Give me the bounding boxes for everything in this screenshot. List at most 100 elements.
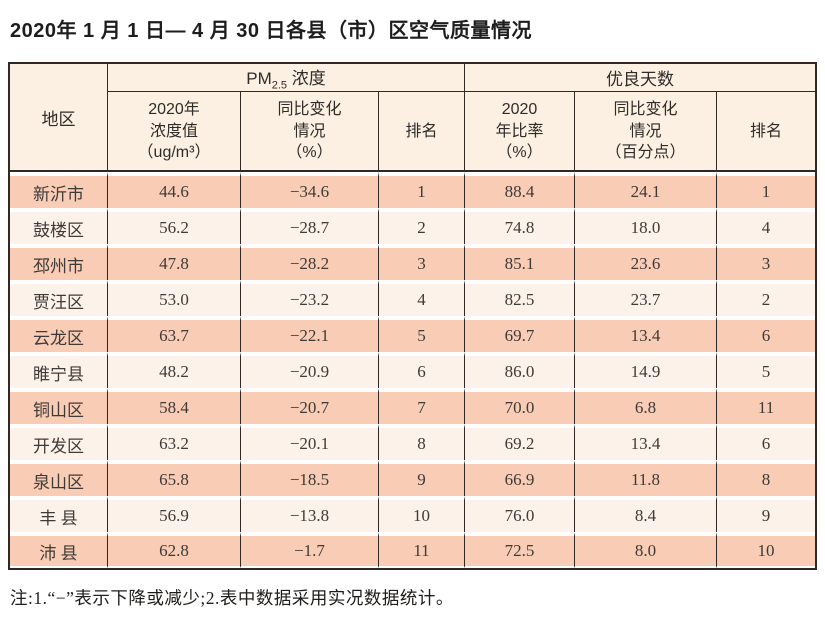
cell-pm-change: −13.8 xyxy=(241,496,379,533)
table-row: 泉山区 65.8 −18.5 9 66.9 11.8 8 xyxy=(10,460,816,497)
cell-good-change: 23.7 xyxy=(575,280,717,317)
col-header-good-rate: 2020 年比率 （%） xyxy=(465,92,575,173)
group-header-row: 地区 PM2.5 浓度 优良天数 xyxy=(10,64,816,173)
cell-good-rank: 8 xyxy=(717,460,816,497)
cell-good-change: 6.8 xyxy=(575,388,717,425)
cell-pm-value: 56.2 xyxy=(108,208,241,245)
col-header-good-rank: 排名 xyxy=(717,92,816,173)
cell-region: 丰 县 xyxy=(10,496,108,533)
cell-pm-value: 44.6 xyxy=(108,172,241,209)
cell-good-rate: 69.2 xyxy=(465,424,575,461)
cell-good-change: 13.4 xyxy=(575,424,717,461)
cell-pm-rank: 5 xyxy=(379,316,465,353)
cell-good-change: 24.1 xyxy=(575,172,717,209)
cell-pm-rank: 7 xyxy=(379,388,465,425)
col-header-pm-value: 2020年 浓度值 （ug/m³） xyxy=(108,92,241,173)
cell-region: 新沂市 xyxy=(10,172,108,209)
cell-good-rank: 4 xyxy=(717,208,816,245)
cell-pm-value: 56.9 xyxy=(108,496,241,533)
col-group-pm25: PM2.5 浓度 xyxy=(108,64,465,93)
cell-pm-rank: 11 xyxy=(379,532,465,569)
cell-pm-change: −23.2 xyxy=(241,280,379,317)
cell-pm-rank: 2 xyxy=(379,208,465,245)
cell-good-rank: 6 xyxy=(717,424,816,461)
cell-good-rank: 11 xyxy=(717,388,816,425)
col-header-pm-rank: 排名 xyxy=(379,92,465,173)
cell-good-rate: 72.5 xyxy=(465,532,575,569)
cell-pm-change: −20.7 xyxy=(241,388,379,425)
air-quality-table: 地区 PM2.5 浓度 优良天数 2020年 浓度值 （ug/m³） 同比变化 … xyxy=(8,62,818,571)
cell-pm-change: −1.7 xyxy=(241,532,379,569)
cell-pm-change: −34.6 xyxy=(241,172,379,209)
col-group-good-days: 优良天数 xyxy=(465,64,816,93)
cell-good-rank: 2 xyxy=(717,280,816,317)
cell-good-rank: 6 xyxy=(717,316,816,353)
cell-pm-change: −20.9 xyxy=(241,352,379,389)
cell-good-rank: 3 xyxy=(717,244,816,281)
cell-pm-value: 47.8 xyxy=(108,244,241,281)
page-title: 2020年 1 月 1 日— 4 月 30 日各县（市）区空气质量情况 xyxy=(10,20,533,42)
cell-region: 鼓楼区 xyxy=(10,208,108,245)
cell-good-rank: 10 xyxy=(717,532,816,569)
cell-good-change: 11.8 xyxy=(575,460,717,497)
cell-good-rate: 66.9 xyxy=(465,460,575,497)
cell-pm-value: 63.7 xyxy=(108,316,241,353)
cell-region: 贾汪区 xyxy=(10,280,108,317)
pm25-label-suffix: 浓度 xyxy=(287,69,326,88)
cell-region: 开发区 xyxy=(10,424,108,461)
table-header: 地区 PM2.5 浓度 优良天数 2020年 浓度值 （ug/m³） 同比变化 … xyxy=(10,64,816,173)
table-row: 开发区 63.2 −20.1 8 69.2 13.4 6 xyxy=(10,424,816,461)
cell-pm-value: 65.8 xyxy=(108,460,241,497)
table-row: 鼓楼区 56.2 −28.7 2 74.8 18.0 4 xyxy=(10,208,816,245)
cell-pm-rank: 3 xyxy=(379,244,465,281)
cell-pm-value: 58.4 xyxy=(108,388,241,425)
cell-pm-change: −22.1 xyxy=(241,316,379,353)
table-body: 新沂市 44.6 −34.6 1 88.4 24.1 1 鼓楼区 56.2 −28.7 2 74.8 1… xyxy=(10,172,816,569)
cell-pm-change: −18.5 xyxy=(241,460,379,497)
cell-pm-change: −28.7 xyxy=(241,208,379,245)
cell-pm-value: 53.0 xyxy=(108,280,241,317)
cell-good-rate: 70.0 xyxy=(465,388,575,425)
col-header-region: 地区 xyxy=(10,64,108,173)
table-row: 云龙区 63.7 −22.1 5 69.7 13.4 6 xyxy=(10,316,816,353)
cell-good-rate: 88.4 xyxy=(465,172,575,209)
cell-good-rate: 76.0 xyxy=(465,496,575,533)
cell-region: 睢宁县 xyxy=(10,352,108,389)
cell-good-rate: 82.5 xyxy=(465,280,575,317)
cell-pm-rank: 8 xyxy=(379,424,465,461)
col-header-pm-change: 同比变化 情况 （%） xyxy=(241,92,379,173)
cell-good-rank: 9 xyxy=(717,496,816,533)
footnote: 注:1.“−”表示下降或减少;2.表中数据采用实况数据统计。 xyxy=(10,588,454,609)
cell-pm-rank: 4 xyxy=(379,280,465,317)
cell-pm-rank: 10 xyxy=(379,496,465,533)
cell-good-change: 18.0 xyxy=(575,208,717,245)
cell-good-rate: 69.7 xyxy=(465,316,575,353)
table-row: 丰 县 56.9 −13.8 10 76.0 8.4 9 xyxy=(10,496,816,533)
cell-pm-value: 48.2 xyxy=(108,352,241,389)
cell-region: 云龙区 xyxy=(10,316,108,353)
cell-region: 邳州市 xyxy=(10,244,108,281)
cell-good-change: 23.6 xyxy=(575,244,717,281)
cell-pm-value: 62.8 xyxy=(108,532,241,569)
cell-good-change: 14.9 xyxy=(575,352,717,389)
col-header-good-change: 同比变化 情况 （百分点） xyxy=(575,92,717,173)
cell-pm-rank: 9 xyxy=(379,460,465,497)
pm25-label-prefix: PM xyxy=(246,69,272,88)
table-row: 睢宁县 48.2 −20.9 6 86.0 14.9 5 xyxy=(10,352,816,389)
cell-good-change: 8.4 xyxy=(575,496,717,533)
cell-pm-change: −20.1 xyxy=(241,424,379,461)
cell-good-change: 13.4 xyxy=(575,316,717,353)
table-row: 贾汪区 53.0 −23.2 4 82.5 23.7 2 xyxy=(10,280,816,317)
cell-region: 泉山区 xyxy=(10,460,108,497)
cell-good-change: 8.0 xyxy=(575,532,717,569)
cell-good-rate: 86.0 xyxy=(465,352,575,389)
table-row: 铜山区 58.4 −20.7 7 70.0 6.8 11 xyxy=(10,388,816,425)
cell-pm-rank: 1 xyxy=(379,172,465,209)
cell-pm-change: −28.2 xyxy=(241,244,379,281)
cell-good-rank: 1 xyxy=(717,172,816,209)
table-row: 新沂市 44.6 −34.6 1 88.4 24.1 1 xyxy=(10,172,816,209)
cell-good-rate: 85.1 xyxy=(465,244,575,281)
table-row: 沛 县 62.8 −1.7 11 72.5 8.0 10 xyxy=(10,532,816,569)
cell-region: 铜山区 xyxy=(10,388,108,425)
